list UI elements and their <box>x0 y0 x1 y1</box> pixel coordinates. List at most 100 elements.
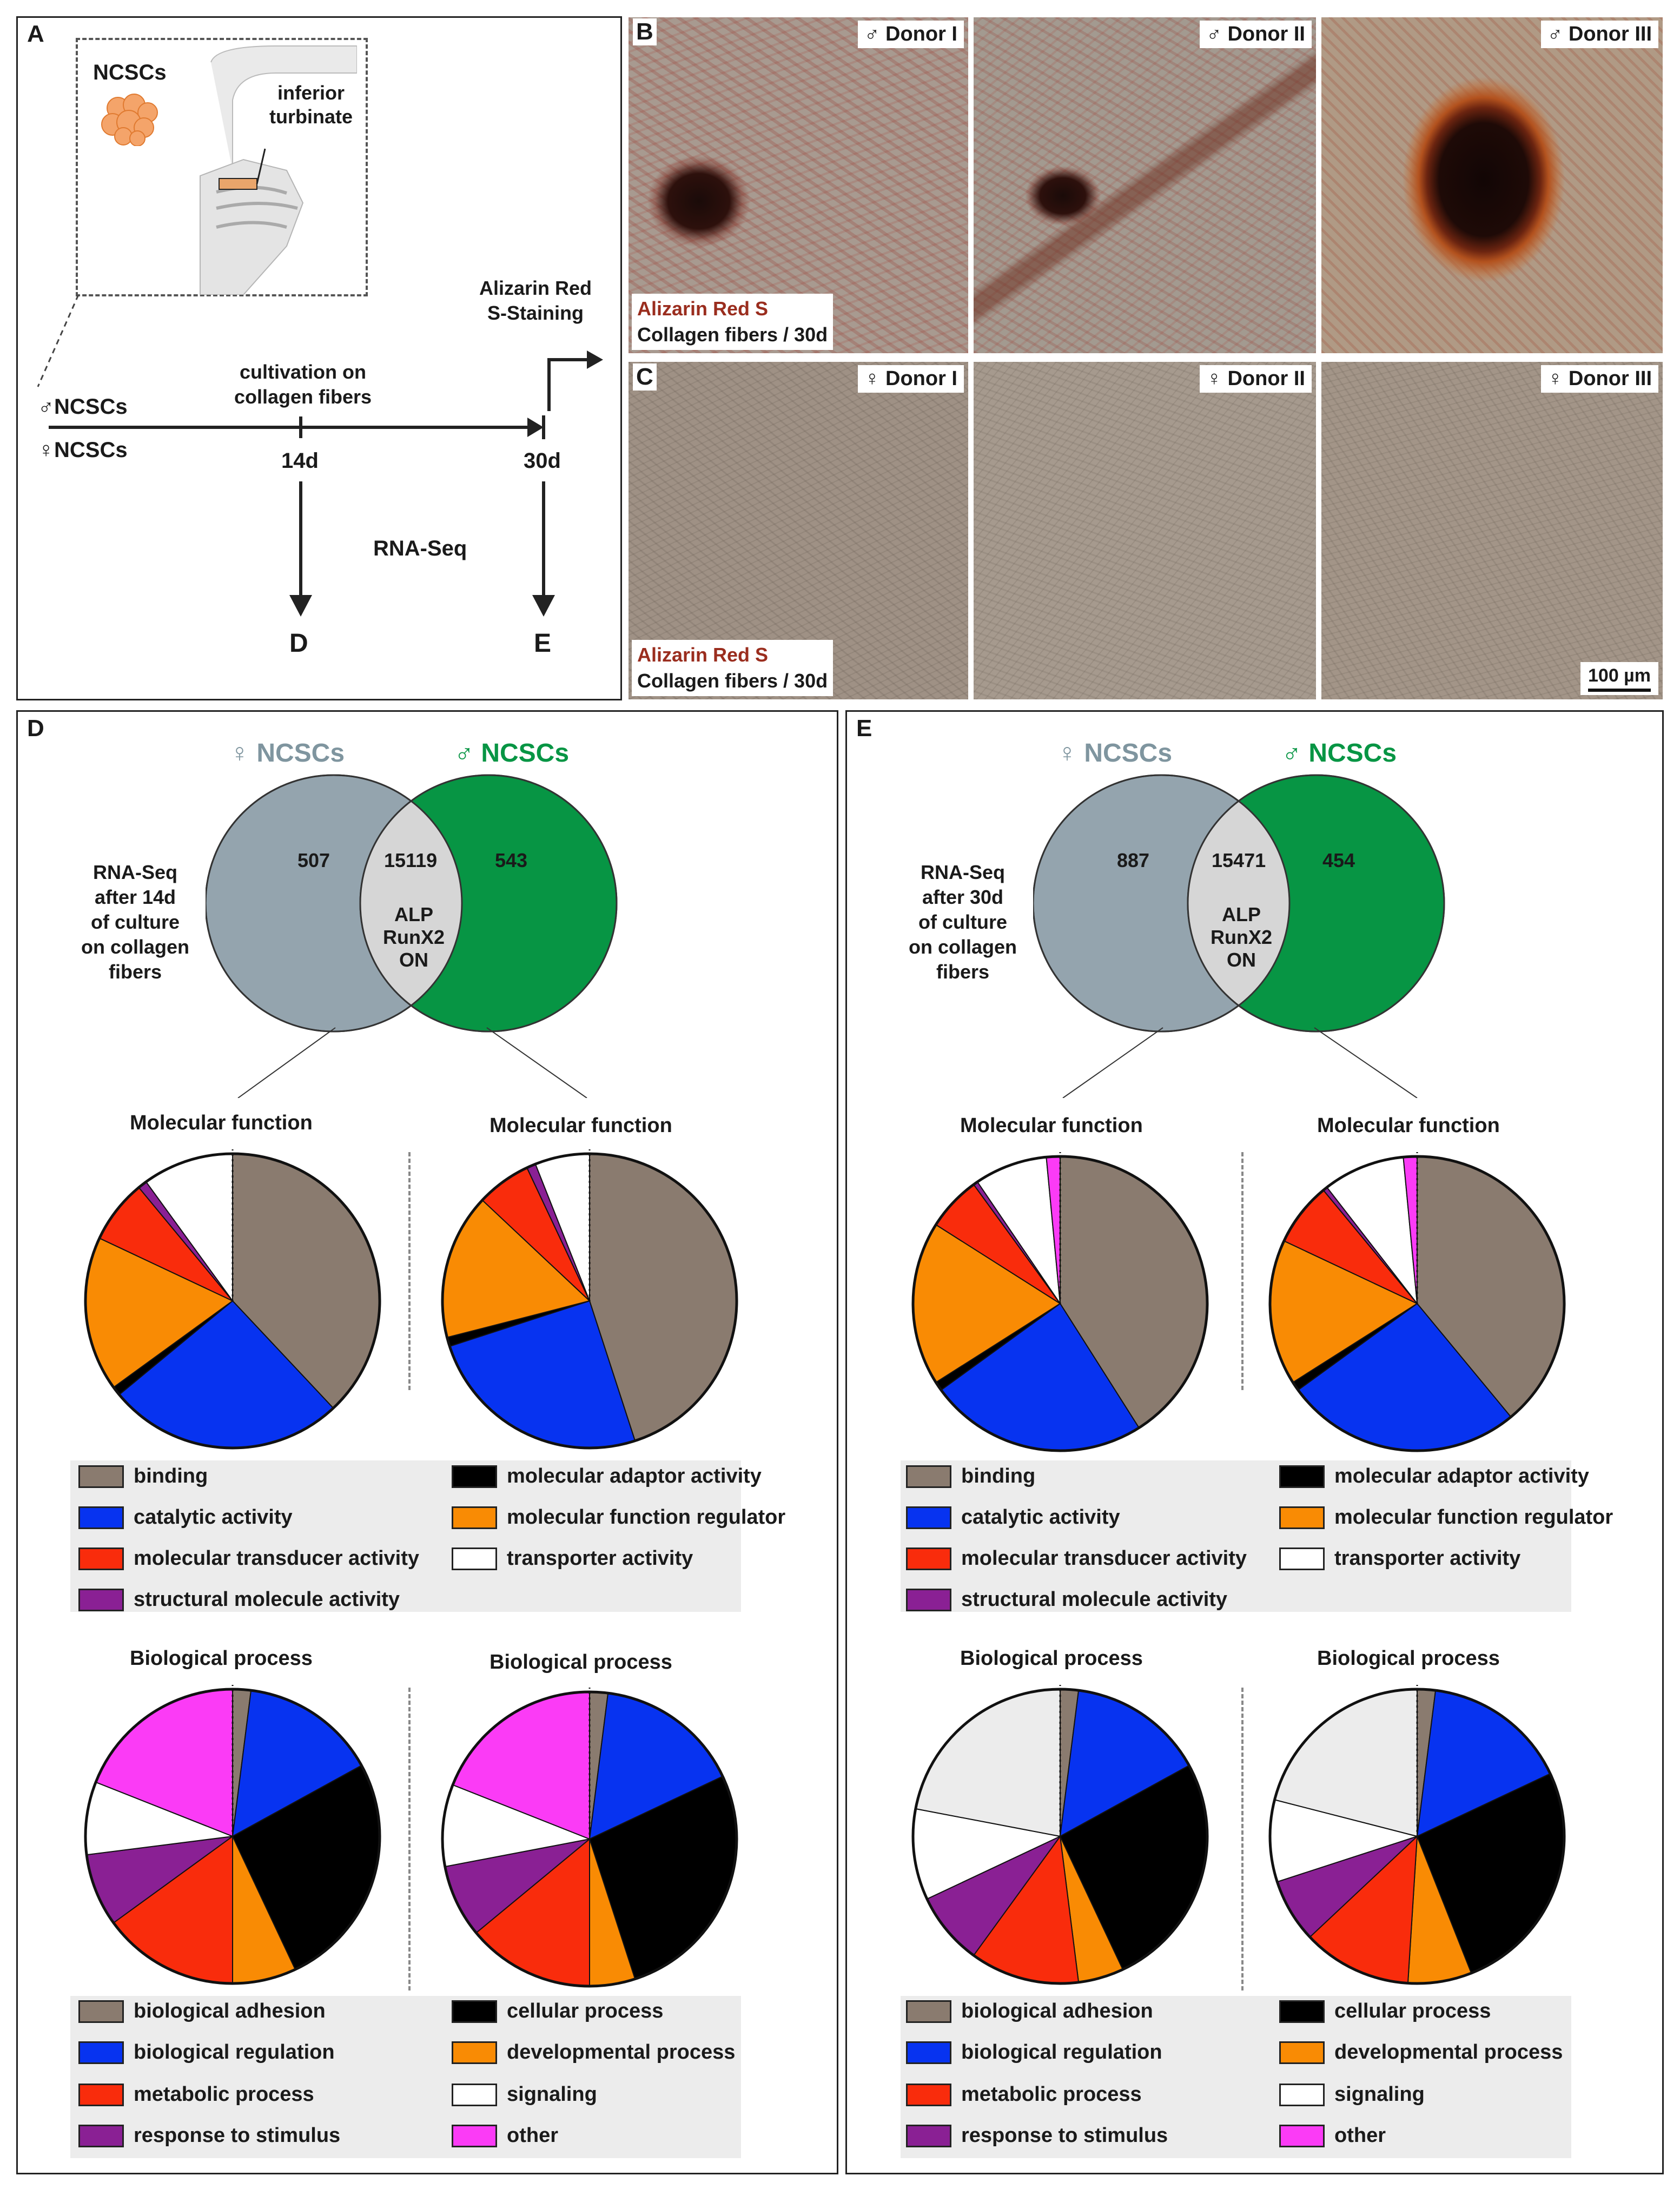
substrate-name: Collagen fibers / 30d <box>637 323 828 346</box>
donor-badge: ♂ Donor I <box>857 21 964 48</box>
divider <box>408 1688 411 1990</box>
swatch <box>906 1588 951 1611</box>
swatch <box>906 1547 951 1570</box>
swatch <box>452 2000 497 2023</box>
pie-e-bp-male <box>1268 1685 1566 1985</box>
legend-regulation: biological regulation <box>78 2041 335 2064</box>
legend-label: transporter activity <box>507 1547 693 1570</box>
legend-label: molecular function regulator <box>1334 1506 1613 1529</box>
male-ncscs-header: ♂ NCSCs <box>1282 739 1397 768</box>
bp-title-female: Biological process <box>960 1647 1143 1670</box>
legend-signaling: signaling <box>452 2083 597 2106</box>
inset-connector <box>37 295 80 387</box>
mf-title-female: Molecular function <box>130 1112 313 1134</box>
venn-overlap-labels: ALP RunX2 ON <box>1206 903 1276 971</box>
legend-label: response to stimulus <box>961 2124 1168 2147</box>
legend-label: developmental process <box>507 2041 736 2064</box>
pie-d-mf-female <box>84 1149 381 1450</box>
panel-d-label: D <box>27 715 44 742</box>
swatch <box>78 1465 124 1488</box>
stain-name: Alizarin Red S <box>637 297 769 320</box>
legend-label: signaling <box>1334 2083 1425 2106</box>
ncscs-cluster-icon <box>101 94 158 146</box>
day30-label: 30d <box>524 449 561 473</box>
venn-male-count: 454 <box>1322 849 1355 871</box>
micrograph-b-donor-1: ♂ Donor I Alizarin Red S Collagen fibers… <box>627 16 969 354</box>
donor-badge: ♂ Donor II <box>1200 21 1312 48</box>
swatch <box>452 2124 497 2147</box>
legend-metabolic: metabolic process <box>78 2083 314 2106</box>
pie-e-bp-female <box>911 1685 1209 1985</box>
legend-cellular: cellular process <box>452 2000 663 2023</box>
ncscs-inset-label: NCSCs <box>93 61 167 84</box>
micrograph-b-donor-2: ♂ Donor II <box>973 16 1317 354</box>
legend-other: other <box>452 2124 558 2147</box>
legend-label: developmental process <box>1334 2041 1563 2064</box>
legend-bg <box>70 1996 741 2158</box>
legend-label: biological adhesion <box>961 2000 1153 2022</box>
substrate-name: Collagen fibers / 30d <box>637 670 828 692</box>
swatch <box>78 2041 124 2064</box>
swatch <box>78 1547 124 1570</box>
swatch <box>78 2083 124 2106</box>
legend-transducer: molecular transducer activity <box>78 1547 419 1570</box>
swatch <box>906 2124 951 2147</box>
desc-line: RNA-Seq <box>92 861 177 883</box>
overlap-label: RunX2 <box>1210 926 1272 948</box>
desc-line: on collagen <box>908 936 1017 958</box>
scale-bar: 100 µm <box>1580 662 1658 695</box>
desc-line: fibers <box>108 961 162 983</box>
legend-regulator: molecular function regulator <box>1279 1506 1613 1529</box>
bp-title-male: Biological process <box>1317 1647 1500 1670</box>
desc-line: fibers <box>936 961 990 983</box>
legend-label: catalytic activity <box>961 1506 1120 1529</box>
legend-label: biological regulation <box>134 2041 335 2064</box>
legend-label: structural molecule activity <box>134 1588 400 1611</box>
cultivation-line-2: collagen fibers <box>234 386 372 408</box>
desc-line: of culture <box>918 911 1007 933</box>
venn-overlap-labels: ALP RunX2 ON <box>379 903 449 971</box>
legend-label: structural molecule activity <box>961 1588 1228 1611</box>
swatch <box>452 2083 497 2106</box>
panel-e-label: E <box>856 715 872 742</box>
legend-developmental: developmental process <box>1279 2041 1563 2064</box>
swatch <box>1279 2124 1325 2147</box>
venn-shared-count: 15471 <box>1212 849 1266 871</box>
legend-label: cellular process <box>507 2000 664 2022</box>
legend-structural: structural molecule activity <box>906 1588 1227 1611</box>
bp-title-female: Biological process <box>130 1647 313 1670</box>
legend-adhesion: biological adhesion <box>78 2000 326 2023</box>
overlap-label: ON <box>1227 949 1256 971</box>
female-ncscs-header: ♀ NCSCs <box>1057 739 1173 768</box>
nasal-anatomy-illustration <box>200 45 357 295</box>
turbinate-line-1: inferior <box>277 82 345 104</box>
mf-title-male: Molecular function <box>1317 1114 1500 1137</box>
legend-binding: binding <box>78 1465 208 1488</box>
venn-male-count: 543 <box>495 849 528 871</box>
legend-label: molecular function regulator <box>507 1506 786 1529</box>
alizarin-line-1: Alizarin Red <box>479 277 592 299</box>
legend-transporter: transporter activity <box>452 1547 693 1570</box>
swatch <box>1279 2041 1325 2064</box>
pie-d-bp-female <box>84 1685 381 1985</box>
legend-label: biological regulation <box>961 2041 1162 2064</box>
legend-label: transporter activity <box>1334 1547 1521 1570</box>
panel-c-label: C <box>633 363 657 391</box>
swatch <box>906 2000 951 2023</box>
venn-diagram <box>206 774 618 1098</box>
legend-catalytic: catalytic activity <box>906 1506 1120 1529</box>
legend-transporter: transporter activity <box>1279 1547 1520 1570</box>
pie-d-mf-male <box>441 1149 738 1450</box>
legend-other: other <box>1279 2124 1386 2147</box>
arrow-d-label: D <box>289 629 308 658</box>
desc-line: on collagen <box>81 936 190 958</box>
arrow-e-label: E <box>534 629 552 658</box>
rnaseq-description: RNA-Seq after 14d of culture on collagen… <box>65 860 206 984</box>
venn-female-count: 507 <box>297 849 330 871</box>
swatch <box>1279 1547 1325 1570</box>
swatch <box>1279 1506 1325 1529</box>
legend-label: molecular adaptor activity <box>1334 1465 1589 1487</box>
panel-b-label: B <box>633 18 657 45</box>
micrograph-c-donor-3: ♀ Donor III 100 µm <box>1320 361 1664 700</box>
divider <box>408 1152 411 1390</box>
